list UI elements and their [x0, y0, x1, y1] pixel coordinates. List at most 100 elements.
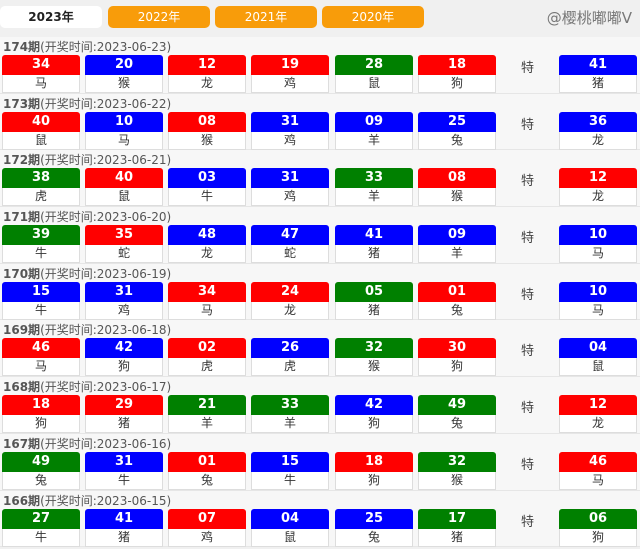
- ball-number: 46: [559, 451, 637, 472]
- ball-number: 49: [2, 451, 80, 472]
- ball-number: 28: [335, 55, 413, 75]
- ball-number: 19: [251, 55, 329, 75]
- draw-time: (开奖时间:2023-06-23): [40, 40, 172, 54]
- zodiac-label: 马: [559, 245, 637, 264]
- ball-number: 25: [335, 508, 413, 529]
- zodiac-label: 马: [2, 358, 80, 377]
- ball: 21 羊: [168, 395, 246, 434]
- ball-number: 40: [2, 111, 80, 132]
- ball: 46 马: [2, 338, 80, 377]
- zodiac-label: 鸡: [85, 301, 163, 320]
- ball-number: 10: [85, 111, 163, 132]
- zodiac-label: 狗: [418, 75, 496, 93]
- ball: 25 兔: [418, 111, 496, 150]
- zodiac-label: 马: [2, 75, 80, 93]
- issue-number: 166期: [3, 493, 41, 508]
- tab-year-2023[interactable]: 2023年: [0, 6, 102, 28]
- ball: 40 鼠: [85, 168, 163, 207]
- zodiac-label: 蛇: [251, 245, 329, 264]
- ball: 30 狗: [418, 338, 496, 377]
- ball: 12 龙: [168, 55, 246, 93]
- ball-number: 04: [559, 338, 637, 359]
- ball: 48 龙: [168, 225, 246, 264]
- zodiac-label: 鼠: [559, 358, 637, 377]
- zodiac-label: 虎: [251, 358, 329, 377]
- ball: 01 兔: [168, 451, 246, 490]
- zodiac-label: 狗: [2, 415, 80, 434]
- ball: 05 猪: [335, 281, 413, 320]
- zodiac-label: 蛇: [85, 245, 163, 264]
- ball: 08 猴: [418, 168, 496, 207]
- ball: 08 猴: [168, 111, 246, 150]
- ball: 39 牛: [2, 225, 80, 264]
- issue-number: 168期: [3, 380, 41, 395]
- ball-number: 49: [418, 395, 496, 416]
- zodiac-label: 龙: [559, 131, 637, 150]
- ball-number: 33: [251, 395, 329, 416]
- ball: 15 牛: [251, 451, 329, 490]
- ball: 41 猪: [335, 225, 413, 264]
- ball: 38 虎: [2, 168, 80, 207]
- issue-number: 172期: [3, 153, 41, 168]
- draw-title: 170期(开奖时间:2023-06-19): [3, 265, 171, 282]
- ball-number: 41: [335, 225, 413, 246]
- ball: 20 猴: [85, 55, 163, 93]
- tab-year-2020[interactable]: 2020年: [322, 6, 424, 28]
- ball-number: 18: [418, 55, 496, 75]
- ball: 24 龙: [251, 281, 329, 320]
- zodiac-label: 龙: [251, 301, 329, 320]
- zodiac-label: 猪: [418, 528, 496, 547]
- zodiac-label: 牛: [251, 471, 329, 490]
- draw-row: 166期(开奖时间:2023-06-15) 27 牛 41 猪 07 鸡 04 鼠 25 兔 17 猪特…: [0, 490, 640, 548]
- zodiac-label: 兔: [418, 415, 496, 434]
- zodiac-label: 猴: [85, 75, 163, 93]
- ball: 33 羊: [335, 168, 413, 207]
- ball-number: 41: [85, 508, 163, 529]
- ball-number: 10: [559, 225, 637, 246]
- ball-number: 26: [251, 338, 329, 359]
- zodiac-label: 牛: [2, 528, 80, 547]
- zodiac-label: 猪: [559, 75, 637, 93]
- ball: 01 兔: [418, 281, 496, 320]
- ball-number: 25: [418, 111, 496, 132]
- ball: 29 猪: [85, 395, 163, 434]
- tab-year-2022[interactable]: 2022年: [108, 6, 210, 28]
- ball-number: 21: [168, 395, 246, 416]
- special-ball: 10 马: [559, 281, 637, 320]
- issue-number: 171期: [3, 210, 41, 225]
- ball: 47 蛇: [251, 225, 329, 264]
- ball-number: 42: [335, 395, 413, 416]
- draw-time: (开奖时间:2023-06-20): [40, 210, 172, 225]
- ball: 34 马: [2, 55, 80, 93]
- ball-number: 20: [85, 55, 163, 75]
- ball: 15 牛: [2, 281, 80, 320]
- tab-year-2021[interactable]: 2021年: [215, 6, 317, 28]
- draw-row: 168期(开奖时间:2023-06-17) 18 狗 29 猪 21 羊 33 羊 42 狗 49 兔特…: [0, 377, 640, 434]
- ball: 31 牛: [85, 451, 163, 490]
- ball-number: 33: [335, 168, 413, 189]
- zodiac-label: 牛: [85, 471, 163, 490]
- ball-number: 15: [251, 451, 329, 472]
- special-ball: 41 猪: [559, 55, 637, 93]
- ball-number: 05: [335, 281, 413, 302]
- zodiac-label: 鸡: [168, 528, 246, 547]
- ball-number: 08: [418, 168, 496, 189]
- draw-title: 169期(开奖时间:2023-06-18): [3, 321, 171, 338]
- ball-number: 07: [168, 508, 246, 529]
- ball-number: 47: [251, 225, 329, 246]
- ball-number: 12: [559, 395, 637, 416]
- zodiac-label: 羊: [168, 415, 246, 434]
- zodiac-label: 羊: [335, 131, 413, 150]
- ball-number: 46: [2, 338, 80, 359]
- draw-row: 174期(开奖时间:2023-06-23) 34 马 20 猴 12 龙 19 鸡 28 鼠 18 狗特…: [0, 37, 640, 94]
- draw-title: 166期(开奖时间:2023-06-15): [3, 492, 171, 509]
- zodiac-label: 龙: [168, 75, 246, 93]
- zodiac-label: 猴: [418, 471, 496, 490]
- zodiac-label: 鼠: [335, 75, 413, 93]
- special-label: 特: [521, 457, 535, 473]
- draw-row: 170期(开奖时间:2023-06-19) 15 牛 31 鸡 34 马 24 龙 05 猪 01 兔特…: [0, 263, 640, 321]
- draw-row: 172期(开奖时间:2023-06-21) 38 虎 40 鼠 03 牛 31 鸡 33 羊 08 猴特…: [0, 150, 640, 208]
- special-label: 特: [521, 117, 535, 133]
- zodiac-label: 牛: [2, 245, 80, 264]
- ball: 34 马: [168, 281, 246, 320]
